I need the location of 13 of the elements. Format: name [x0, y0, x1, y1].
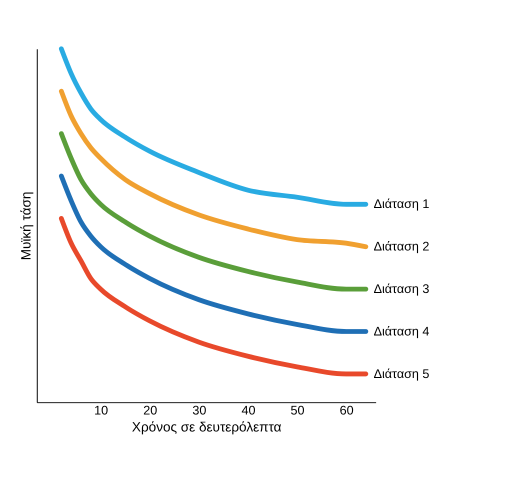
x-tick-label: 20	[143, 403, 158, 418]
x-tick-label: 40	[241, 403, 256, 418]
x-axis-title: Χρόνος σε δευτερόλεπτα	[132, 420, 282, 435]
x-tick-label: 60	[340, 403, 354, 418]
series-label: Διάταση 2	[374, 240, 430, 254]
series-label: Διάταση 1	[374, 197, 430, 212]
x-tick-label: 30	[192, 403, 206, 418]
y-axis-title: Μυϊκή τάση	[18, 192, 34, 260]
series-label: Διάταση 3	[374, 282, 430, 296]
x-tick-label: 10	[94, 403, 108, 418]
series-label: Διάταση 5	[374, 366, 430, 381]
x-tick-label: 50	[290, 403, 305, 418]
series-label: Διάταση 4	[374, 324, 430, 338]
